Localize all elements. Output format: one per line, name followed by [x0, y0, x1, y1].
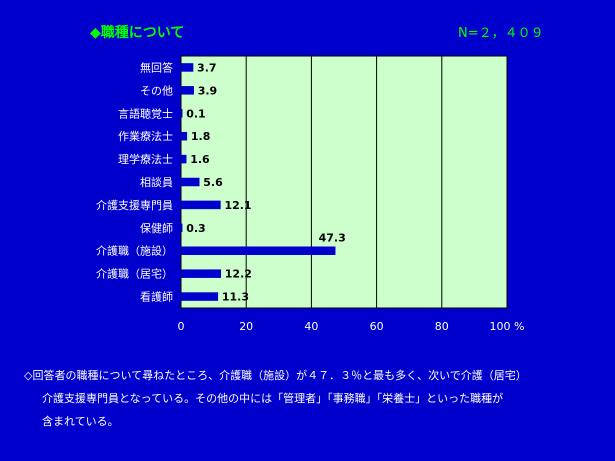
bar-10 — [180, 292, 219, 301]
bar-0 — [180, 63, 194, 72]
category-label-2: 言語聴覚士 — [118, 106, 173, 120]
category-label-5: 相談員 — [140, 175, 173, 189]
bar-6 — [180, 200, 221, 210]
chart-title: ◆職種について — [90, 25, 185, 41]
sample-size-label: N=２，４０９ — [458, 26, 544, 41]
category-label-10: 看護師 — [140, 290, 173, 304]
x-tick-label-0: 0 — [178, 320, 185, 333]
value-label-9: 12.2 — [225, 268, 252, 281]
bar-4 — [180, 154, 187, 164]
value-label-2: 0.1 — [186, 107, 206, 120]
bar-1 — [180, 86, 194, 95]
value-label-10: 11.3 — [222, 291, 249, 304]
category-label-6: 介護支援専門員 — [96, 198, 173, 212]
category-label-0: 無回答 — [140, 60, 173, 74]
bar-5 — [180, 177, 200, 187]
category-label-1: その他 — [140, 84, 173, 97]
value-label-8: 47.3 — [319, 232, 346, 245]
caption-line-3: 含まれている。 — [42, 415, 119, 428]
bar-8 — [180, 246, 336, 255]
value-label-6: 12.1 — [224, 199, 251, 212]
value-label-4: 1.6 — [190, 153, 210, 166]
category-label-7: 保健師 — [140, 221, 173, 235]
x-tick-label-20: 20 — [239, 320, 253, 333]
plot-area — [180, 55, 508, 309]
x-tick-label-60: 60 — [370, 320, 384, 333]
bar-9 — [180, 269, 222, 278]
caption: ◇回答者の職種について尋ねたところ、介護職（施設）が４７．３％と最も多く、次いで… — [24, 364, 604, 433]
category-label-4: 理学療法士 — [118, 152, 173, 166]
x-tick-label-100: 100 % — [490, 320, 525, 333]
value-label-7: 0.3 — [186, 222, 206, 235]
value-label-1: 3.9 — [198, 84, 218, 97]
bar-7 — [180, 223, 183, 233]
caption-line-1: ◇回答者の職種について尋ねたところ、介護職（施設）が４７．３％と最も多く、次いで… — [24, 369, 527, 382]
x-tick-label-80: 80 — [435, 320, 449, 333]
value-label-0: 3.7 — [197, 61, 217, 74]
caption-line-2: 介護支援専門員となっている。その他の中には「管理者」「事務職」「栄養士」といった… — [42, 392, 504, 405]
x-tick-label-40: 40 — [304, 320, 318, 333]
category-label-3: 作業療法士 — [118, 129, 173, 143]
value-label-3: 1.8 — [191, 130, 211, 143]
bar-2 — [180, 109, 183, 118]
value-label-5: 5.6 — [203, 176, 223, 189]
category-label-8: 介護職（施設） — [96, 244, 173, 258]
bar-3 — [180, 131, 188, 141]
category-label-9: 介護職（居宅） — [96, 267, 173, 281]
